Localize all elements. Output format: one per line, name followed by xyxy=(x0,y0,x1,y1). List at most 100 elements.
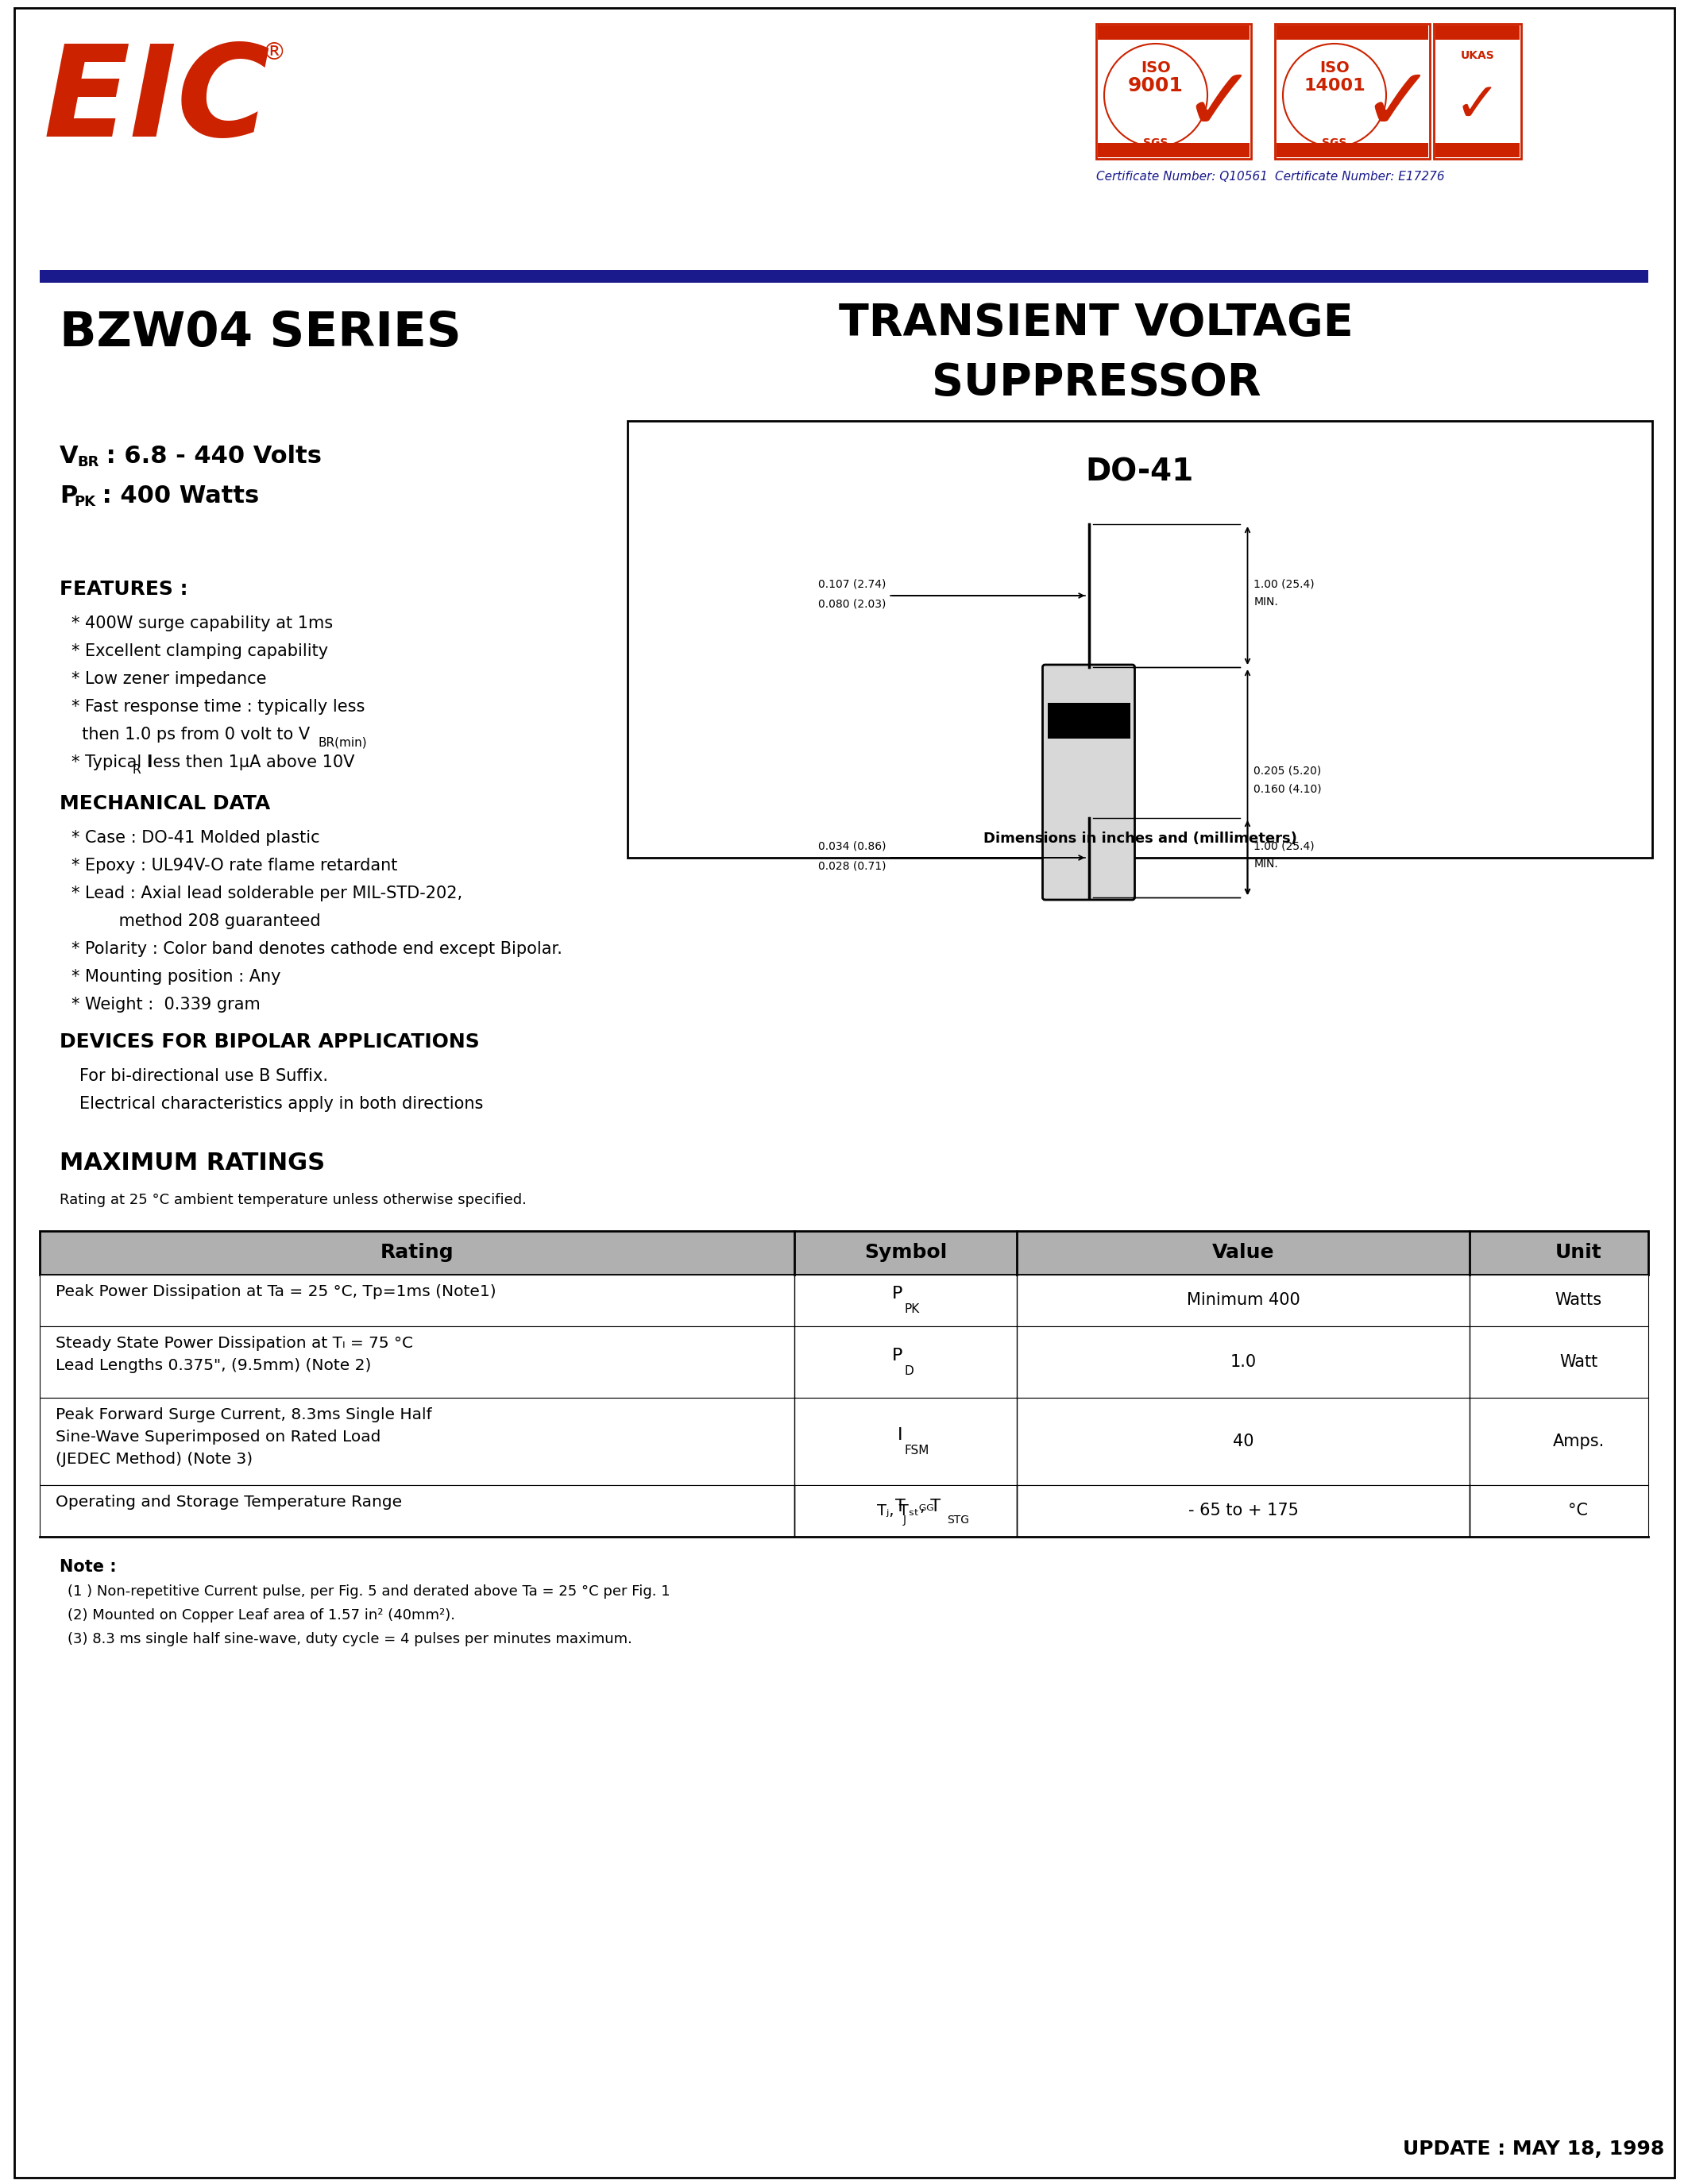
Text: Tⱼ, Tₛₜᴳᴳ: Tⱼ, Tₛₜᴳᴳ xyxy=(878,1503,933,1518)
Text: 0.080 (2.03): 0.080 (2.03) xyxy=(819,598,886,609)
Text: 1.00 (25.4): 1.00 (25.4) xyxy=(1254,841,1315,852)
Text: * 400W surge capability at 1ms: * 400W surge capability at 1ms xyxy=(71,616,333,631)
Text: UKAS: UKAS xyxy=(1460,50,1494,61)
Text: P: P xyxy=(891,1286,903,1302)
Text: Certificate Number: Q10561: Certificate Number: Q10561 xyxy=(1096,170,1268,183)
Text: PK: PK xyxy=(905,1304,920,1315)
Text: * Mounting position : Any: * Mounting position : Any xyxy=(71,970,280,985)
Text: ✓: ✓ xyxy=(1361,63,1435,149)
Text: (3) 8.3 ms single half sine-wave, duty cycle = 4 pulses per minutes maximum.: (3) 8.3 ms single half sine-wave, duty c… xyxy=(68,1631,633,1647)
Text: Note :: Note : xyxy=(59,1559,116,1575)
Text: For bi-directional use B Suffix.: For bi-directional use B Suffix. xyxy=(79,1068,327,1083)
Text: Certificate Number: E17276: Certificate Number: E17276 xyxy=(1274,170,1445,183)
Text: UPDATE : MAY 18, 1998: UPDATE : MAY 18, 1998 xyxy=(1403,2140,1664,2158)
Text: ISO: ISO xyxy=(1320,59,1349,74)
Text: BR: BR xyxy=(78,454,100,470)
Text: : 400 Watts: : 400 Watts xyxy=(95,485,260,507)
Text: - 65 to + 175: - 65 to + 175 xyxy=(1188,1503,1298,1518)
Text: R: R xyxy=(132,764,140,775)
Text: ®: ® xyxy=(262,41,287,63)
Text: ISO: ISO xyxy=(1141,59,1171,74)
Text: method 208 guaranteed: method 208 guaranteed xyxy=(71,913,321,928)
Text: (1 ) Non-repetitive Current pulse, per Fig. 5 and derated above Ta = 25 °C per F: (1 ) Non-repetitive Current pulse, per F… xyxy=(68,1583,670,1599)
Text: DEVICES FOR BIPOLAR APPLICATIONS: DEVICES FOR BIPOLAR APPLICATIONS xyxy=(59,1033,479,1051)
Text: * Low zener impedance: * Low zener impedance xyxy=(71,670,267,688)
Text: BZW04 SERIES: BZW04 SERIES xyxy=(59,310,461,356)
Text: FEATURES :: FEATURES : xyxy=(59,579,187,598)
Text: P: P xyxy=(891,1348,903,1363)
Text: MIN.: MIN. xyxy=(1254,596,1278,607)
Text: (2) Mounted on Copper Leaf area of 1.57 in² (40mm²).: (2) Mounted on Copper Leaf area of 1.57 … xyxy=(68,1607,456,1623)
Text: FSM: FSM xyxy=(905,1444,928,1457)
Text: Value: Value xyxy=(1212,1243,1274,1262)
Bar xyxy=(41,1326,1647,1398)
Text: Peak Power Dissipation at Ta = 25 °C, Tp=1ms (Note1): Peak Power Dissipation at Ta = 25 °C, Tp… xyxy=(56,1284,496,1299)
Text: 9001: 9001 xyxy=(1128,76,1183,96)
Text: then 1.0 ps from 0 volt to V: then 1.0 ps from 0 volt to V xyxy=(71,727,311,743)
Bar xyxy=(1276,142,1428,157)
Text: ✓: ✓ xyxy=(1455,79,1501,133)
Text: : 6.8 - 440 Volts: : 6.8 - 440 Volts xyxy=(98,446,322,467)
Text: MIN.: MIN. xyxy=(1254,858,1278,869)
Bar xyxy=(1097,142,1249,157)
Text: 0.160 (4.10): 0.160 (4.10) xyxy=(1254,784,1322,795)
Text: T: T xyxy=(895,1498,905,1514)
Bar xyxy=(1097,26,1249,39)
Bar xyxy=(1276,26,1428,39)
Bar xyxy=(41,271,1647,282)
Text: EIC: EIC xyxy=(44,39,270,164)
Text: Unit: Unit xyxy=(1555,1243,1602,1262)
Text: SGS: SGS xyxy=(1322,138,1347,149)
Text: Steady State Power Dissipation at Tₗ = 75 °C: Steady State Power Dissipation at Tₗ = 7… xyxy=(56,1337,414,1352)
Text: 40: 40 xyxy=(1232,1433,1254,1450)
Text: * Polarity : Color band denotes cathode end except Bipolar.: * Polarity : Color band denotes cathode … xyxy=(71,941,562,957)
Text: * Lead : Axial lead solderable per MIL-STD-202,: * Lead : Axial lead solderable per MIL-S… xyxy=(71,885,463,902)
Text: Peak Forward Surge Current, 8.3ms Single Half: Peak Forward Surge Current, 8.3ms Single… xyxy=(56,1406,432,1422)
Text: Amps.: Amps. xyxy=(1553,1433,1604,1450)
Text: 0.107 (2.74): 0.107 (2.74) xyxy=(819,579,886,590)
Bar xyxy=(1096,24,1251,159)
FancyBboxPatch shape xyxy=(1043,664,1134,900)
Text: Watts: Watts xyxy=(1555,1293,1602,1308)
Text: DO-41: DO-41 xyxy=(1085,456,1193,487)
Text: 0.205 (5.20): 0.205 (5.20) xyxy=(1254,764,1322,775)
Text: MECHANICAL DATA: MECHANICAL DATA xyxy=(59,795,270,812)
Text: ✓: ✓ xyxy=(1182,63,1256,149)
Text: , T: , T xyxy=(920,1498,940,1514)
Text: SUPPRESSOR: SUPPRESSOR xyxy=(932,360,1261,404)
Text: MAXIMUM RATINGS: MAXIMUM RATINGS xyxy=(59,1151,326,1175)
Text: * Excellent clamping capability: * Excellent clamping capability xyxy=(71,644,327,660)
Text: * Weight :  0.339 gram: * Weight : 0.339 gram xyxy=(71,996,260,1013)
Bar xyxy=(628,422,1653,858)
Bar xyxy=(795,1485,1016,1535)
Bar xyxy=(41,1232,1647,1275)
Text: (JEDEC Method) (Note 3): (JEDEC Method) (Note 3) xyxy=(56,1452,253,1468)
Bar xyxy=(41,1275,1647,1326)
Bar xyxy=(1435,26,1519,39)
Text: Sine-Wave Superimposed on Rated Load: Sine-Wave Superimposed on Rated Load xyxy=(56,1431,381,1444)
Text: Minimum 400: Minimum 400 xyxy=(1187,1293,1300,1308)
Text: STG: STG xyxy=(947,1514,969,1527)
Text: Operating and Storage Temperature Range: Operating and Storage Temperature Range xyxy=(56,1494,402,1509)
Text: 0.034 (0.86): 0.034 (0.86) xyxy=(819,841,886,852)
Text: Electrical characteristics apply in both directions: Electrical characteristics apply in both… xyxy=(79,1096,483,1112)
Text: °C: °C xyxy=(1568,1503,1588,1518)
Text: * Case : DO-41 Molded plastic: * Case : DO-41 Molded plastic xyxy=(71,830,319,845)
Text: PK: PK xyxy=(74,496,95,509)
Text: Rating at 25 °C ambient temperature unless otherwise specified.: Rating at 25 °C ambient temperature unle… xyxy=(59,1192,527,1208)
Text: Symbol: Symbol xyxy=(864,1243,947,1262)
Text: * Epoxy : UL94V-O rate flame retardant: * Epoxy : UL94V-O rate flame retardant xyxy=(71,858,397,874)
Text: 1.00 (25.4): 1.00 (25.4) xyxy=(1254,579,1315,590)
Text: J: J xyxy=(903,1514,906,1527)
Text: P: P xyxy=(59,485,78,507)
Bar xyxy=(1274,24,1430,159)
Text: 1.0: 1.0 xyxy=(1231,1354,1256,1369)
Text: Dimensions in inches and (millimeters): Dimensions in inches and (millimeters) xyxy=(982,832,1296,845)
Bar xyxy=(1433,24,1521,159)
Text: TRANSIENT VOLTAGE: TRANSIENT VOLTAGE xyxy=(839,301,1354,345)
Text: 14001: 14001 xyxy=(1303,79,1366,94)
Text: V: V xyxy=(59,446,78,467)
Text: I: I xyxy=(898,1426,903,1444)
Text: SGS: SGS xyxy=(1143,138,1168,149)
Bar xyxy=(1435,142,1519,157)
